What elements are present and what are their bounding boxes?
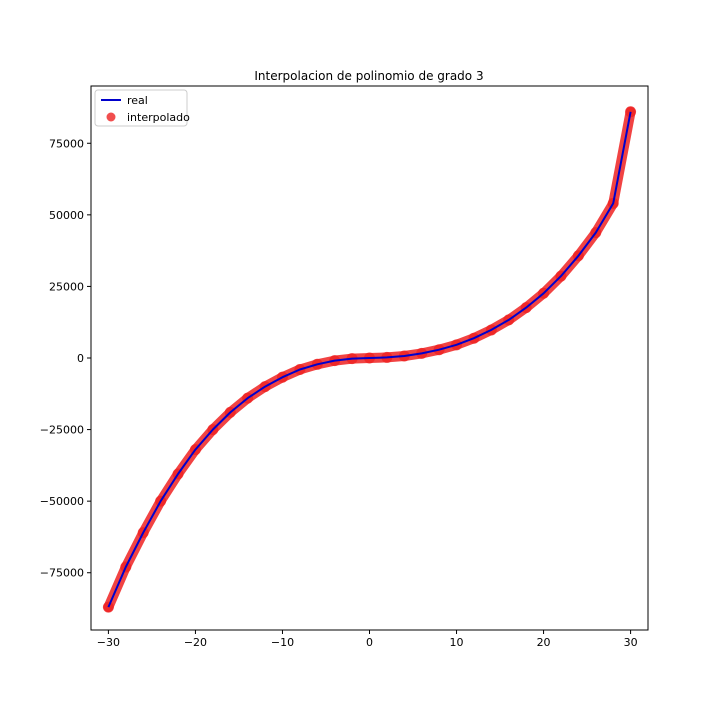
chart-title: Interpolacion de polinomio de grado 3 [254,69,483,83]
x-tick-label-6: 30 [624,636,638,649]
axes-layer: −30 −20 −10 0 10 20 30 −75000 −50000 −25000 0 25000… [40,137,638,649]
x-tick-label-5: 20 [537,636,551,649]
legend-label-real: real [127,94,148,107]
x-tick-label-1: −20 [184,636,207,649]
x-tick-label-0: −30 [97,636,120,649]
legend: real interpolado [94,89,190,127]
x-tick-label-4: 10 [450,636,464,649]
legend-marker-interpolado [106,112,116,122]
y-tick-label-0: −75000 [40,567,84,580]
series-line-real [107,111,632,608]
y-tick-label-4: 25000 [49,280,84,293]
marks-layer [102,106,637,613]
y-tick-label-3: 0 [77,352,84,365]
y-tick-label-2: −25000 [40,424,84,437]
legend-label-interpolado: interpolado [127,111,190,124]
y-tick-label-5: 50000 [49,209,84,222]
x-tick-label-3: 0 [366,636,373,649]
x-tick-label-2: −10 [271,636,294,649]
y-tick-label-6: 75000 [49,137,84,150]
y-tick-label-1: −50000 [40,495,84,508]
